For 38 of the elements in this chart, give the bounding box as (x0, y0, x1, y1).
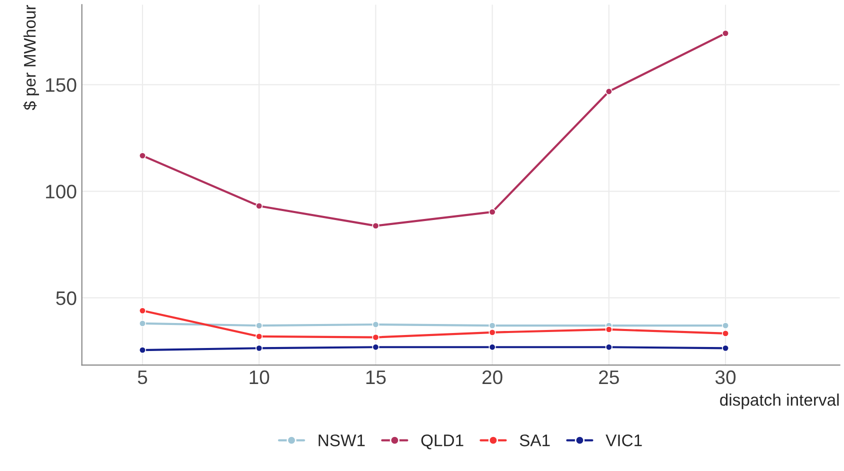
point (722, 330, 730, 338)
point (256, 322, 263, 330)
point (605, 344, 612, 351)
point (372, 320, 380, 328)
point (488, 322, 496, 330)
point (722, 30, 730, 37)
x-tick-label: 25 (599, 370, 619, 384)
point (488, 208, 496, 216)
x-tick-label: 20 (482, 370, 502, 384)
point (722, 322, 730, 330)
point (256, 344, 263, 352)
y-tick-label: 100 (46, 184, 76, 198)
x-tick-label: 30 (715, 370, 736, 384)
point (138, 152, 146, 160)
point (372, 334, 380, 341)
legend-label: SA1 (520, 434, 550, 446)
x-axis-title: dispatch interval (720, 394, 839, 410)
point (722, 344, 730, 352)
point (138, 346, 146, 354)
point (605, 88, 612, 96)
point (256, 332, 263, 340)
y-axis-title: $ per MWhour (23, 4, 40, 110)
point (256, 202, 263, 210)
point (138, 307, 146, 314)
y-tick-label: 150 (46, 78, 76, 92)
point (372, 222, 380, 230)
legend-label: QLD1 (421, 434, 464, 450)
legend-label: VIC1 (606, 434, 642, 446)
point (488, 344, 496, 351)
x-tick-label: 10 (250, 370, 270, 384)
x-tick-label: 5 (138, 370, 148, 384)
point (372, 344, 380, 351)
y-tick-label: 50 (56, 291, 76, 306)
x-tick-label: 15 (366, 370, 386, 384)
point (605, 326, 612, 333)
legend-label: NSW1 (318, 434, 365, 446)
point (138, 320, 146, 327)
point (488, 328, 496, 336)
